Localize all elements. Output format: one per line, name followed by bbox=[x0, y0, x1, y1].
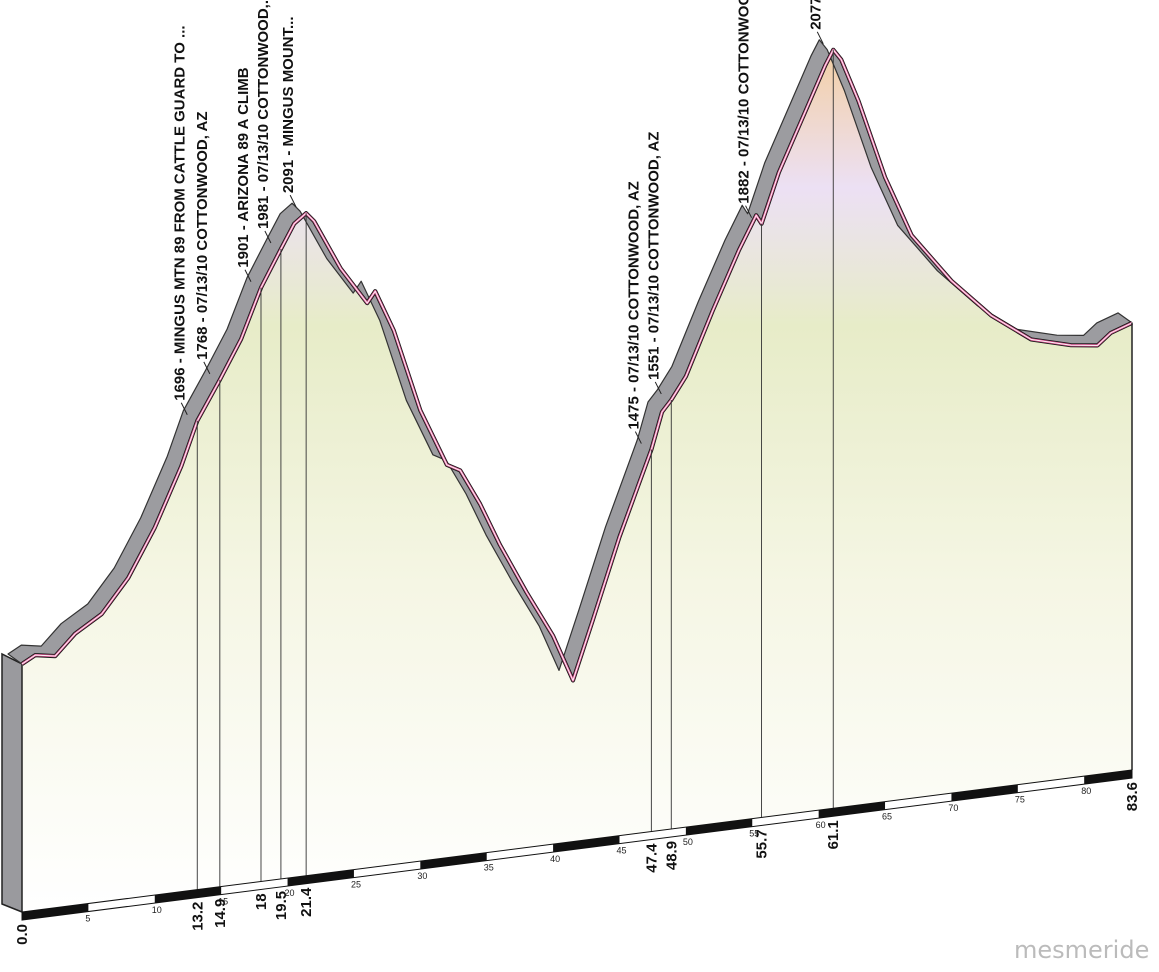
segment-label-tick bbox=[816, 31, 824, 45]
segment-label-tick bbox=[244, 269, 252, 282]
km-marker-label: 61.1 bbox=[825, 820, 842, 849]
axis-segment bbox=[1084, 770, 1132, 785]
axis-tick-label: 60 bbox=[816, 820, 826, 830]
start-wall bbox=[1, 652, 23, 914]
segment-label-tick bbox=[634, 431, 642, 444]
segment-label-tick bbox=[203, 361, 211, 375]
segment-label: 1901 - ARIZONA 89 A CLIMB bbox=[235, 67, 252, 267]
axis-tick-label: 65 bbox=[882, 812, 892, 822]
km-marker-label: 13.2 bbox=[189, 902, 206, 931]
axis-segment bbox=[951, 784, 1018, 802]
axis-segment bbox=[553, 835, 620, 853]
axis-tick-label: 35 bbox=[484, 863, 494, 873]
axis-tick-label: 75 bbox=[1015, 795, 1025, 805]
axis-segment bbox=[685, 818, 753, 836]
km-marker-label: 48.9 bbox=[663, 841, 680, 870]
segment-label-tick bbox=[289, 194, 297, 208]
segment-label: 1882 - 07/13/10 COTTONWOOD, AZ bbox=[736, 0, 753, 204]
elevation-area bbox=[22, 49, 1132, 913]
segment-label: 2091 - MINGUS MOUNT... bbox=[280, 16, 297, 193]
segment-label: 1475 - 07/13/10 COTTONWOOD, AZ bbox=[625, 181, 642, 429]
km-marker-label: 14.9 bbox=[212, 899, 229, 928]
profile-line-highlight bbox=[21, 49, 1133, 681]
km-marker-label: 18 bbox=[253, 893, 270, 910]
brand-logo-text: mesmeride bbox=[1014, 936, 1149, 964]
km-marker-label: 0.0 bbox=[14, 924, 31, 945]
axis-tick-label: 30 bbox=[417, 871, 427, 881]
segment-label: 1981 - 07/13/10 COTTONWOOD,... bbox=[255, 0, 272, 229]
axis-tick-label: 80 bbox=[1081, 786, 1091, 796]
axis-segment bbox=[22, 903, 89, 920]
axis-tick-label: 5 bbox=[85, 914, 90, 924]
km-marker-label: 21.4 bbox=[298, 887, 315, 917]
axis-segment bbox=[818, 801, 886, 819]
axis-segment bbox=[287, 869, 354, 887]
segment-label-tick bbox=[745, 205, 753, 218]
axis-tick-label: 25 bbox=[351, 880, 361, 890]
axis-tick-label: 10 bbox=[152, 905, 162, 915]
segment-label: 2077 - SPIRIT ROOM TO ... bbox=[807, 0, 824, 30]
segment-label-tick bbox=[180, 402, 188, 415]
segment-label-tick bbox=[654, 381, 662, 395]
axis-segment bbox=[154, 886, 222, 904]
axis-tick-label: 50 bbox=[683, 837, 693, 847]
axis-tick-label: 15 bbox=[218, 897, 228, 907]
km-marker-label: 47.4 bbox=[643, 843, 660, 873]
axis-tick-label: 45 bbox=[616, 846, 626, 856]
axis-tick-label: 55 bbox=[749, 829, 759, 839]
segment-label: 1768 - 07/13/10 COTTONWOOD, AZ bbox=[194, 111, 211, 359]
axis-tick-label: 20 bbox=[285, 888, 295, 898]
segment-label: 1551 - 07/13/10 COTTONWOOD, AZ bbox=[645, 132, 662, 380]
axis-tick-label: 40 bbox=[550, 854, 560, 864]
km-marker-label: 55.7 bbox=[754, 829, 771, 858]
axis-segment bbox=[420, 852, 487, 870]
segment-label-tick bbox=[264, 230, 272, 244]
km-marker-label: 83.6 bbox=[1124, 782, 1141, 811]
axis-tick-label: 70 bbox=[948, 803, 958, 813]
segment-label: 1696 - MINGUS MTN 89 FROM CATTLE GUARD T… bbox=[171, 25, 188, 400]
km-marker-label: 19.5 bbox=[273, 891, 290, 920]
